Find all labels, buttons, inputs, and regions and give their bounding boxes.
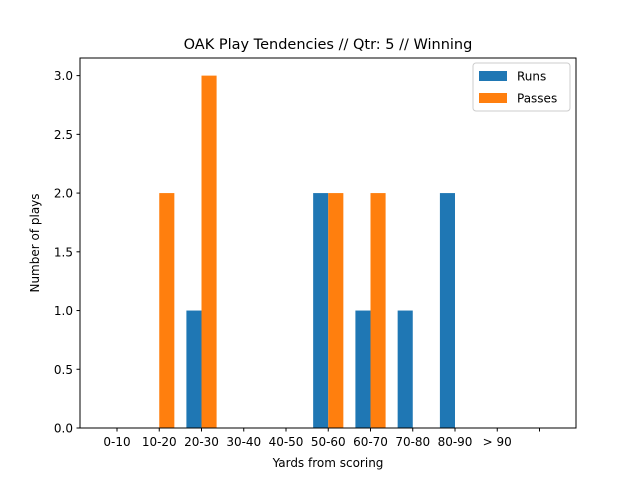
legend-label-runs: Runs [517, 70, 546, 84]
y-tick-label: 3.0 [54, 69, 73, 83]
x-axis: 0-10 10-20 20-30 30-40 40-50 50-60 60-70 70-80 8… [103, 428, 540, 449]
bar-passes-5 [328, 193, 344, 428]
x-axis-label: Yards from scoring [272, 456, 384, 470]
bar-runs-7 [397, 310, 413, 428]
chart-title: OAK Play Tendencies // Qtr: 5 // Winning [184, 37, 473, 53]
legend-label-passes: Passes [517, 92, 557, 106]
x-tick-label: 80-90 [438, 435, 473, 449]
bar-runs-6 [355, 310, 371, 428]
legend-swatch-passes [479, 93, 507, 103]
y-tick-label: 1.0 [54, 304, 73, 318]
x-tick-label: 30-40 [226, 435, 261, 449]
bars-group [159, 75, 455, 429]
y-tick-label: 2.0 [54, 187, 73, 201]
y-tick-label: 0.0 [54, 422, 73, 436]
legend: Runs Passes [472, 62, 571, 112]
x-tick-label: > 90 [483, 435, 512, 449]
bar-runs-2 [186, 310, 202, 428]
x-tick-label: 40-50 [269, 435, 304, 449]
y-tick-label: 1.5 [54, 245, 73, 259]
legend-swatch-runs [479, 71, 507, 81]
x-tick-label: 60-70 [353, 435, 388, 449]
x-tick-label: 20-30 [184, 435, 219, 449]
x-tick-label: 10-20 [142, 435, 177, 449]
bar-runs-5 [313, 193, 329, 428]
x-tick-label: 0-10 [103, 435, 130, 449]
bar-runs-8 [439, 193, 455, 428]
x-tick-label: 70-80 [395, 435, 430, 449]
bar-passes-1 [159, 193, 175, 428]
y-axis: 0.0 0.5 1.0 1.5 2.0 2.5 3.0 [54, 69, 80, 436]
bar-passes-6 [370, 193, 386, 428]
x-tick-label: 50-60 [311, 435, 346, 449]
y-tick-label: 2.5 [54, 128, 73, 142]
bar-passes-2 [201, 75, 217, 429]
y-tick-label: 0.5 [54, 363, 73, 377]
y-axis-label: Number of plays [28, 193, 42, 292]
